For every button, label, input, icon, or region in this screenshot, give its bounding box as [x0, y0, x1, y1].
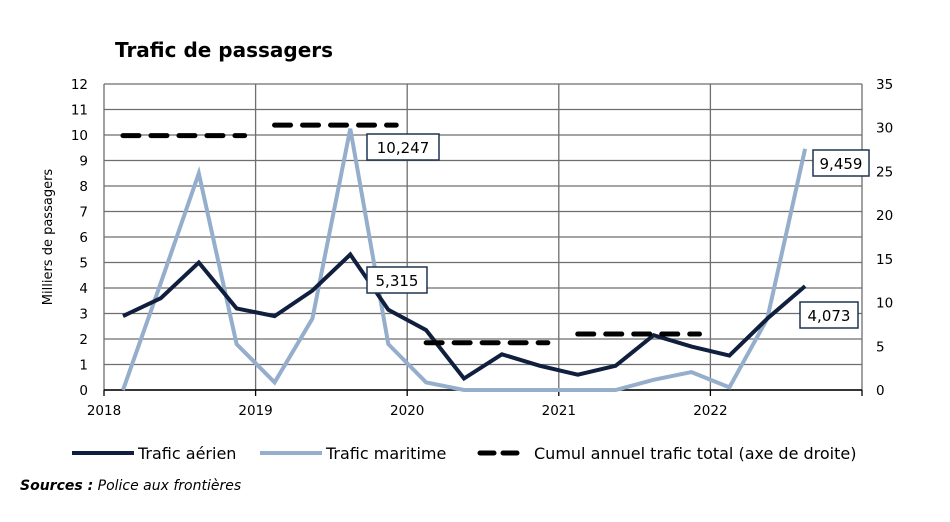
source-prefix: Sources :: [20, 478, 94, 494]
data-labels: 10,247 5,315 9,459 4,073: [366, 133, 870, 329]
y-tick-label: 12: [71, 77, 88, 93]
x-tick-label: 2021: [542, 403, 576, 419]
gridlines: [103, 83, 863, 396]
y-tick-label: 8: [79, 179, 88, 195]
series-group: [120, 122, 808, 392]
legend-label-maritime: Trafic maritime: [325, 444, 446, 463]
y2-tick-label: 15: [876, 252, 893, 268]
source-text: Police aux frontières: [93, 478, 242, 494]
data-label-box: [799, 301, 859, 329]
series-line-aerien: [122, 251, 807, 382]
y-tick-label: 7: [79, 205, 88, 221]
data-label-box: [812, 149, 870, 177]
data-label-text: 9,459: [820, 155, 863, 173]
source-note: Sources : Police aux frontières: [20, 478, 241, 494]
data-label-text: 10,247: [377, 139, 430, 157]
y-tick-label: 11: [71, 103, 88, 119]
data-label-text: 4,073: [808, 307, 851, 325]
legend-label-cumul: Cumul annuel trafic total (axe de droite…: [534, 444, 856, 463]
y2-tick-label: 0: [876, 383, 885, 399]
y2-tick-label: 25: [876, 164, 893, 180]
data-label-box: [366, 133, 440, 161]
y-tick-label: 6: [79, 230, 88, 246]
chart-title: Trafic de passagers: [115, 38, 333, 62]
x-tick-label: 2019: [238, 403, 272, 419]
y-tick-label: 4: [79, 281, 88, 297]
y-tick-label: 2: [79, 332, 88, 348]
x-tick-label: 2022: [693, 403, 727, 419]
y2-tick-label: 20: [876, 208, 893, 224]
x-tick-label: 2020: [390, 403, 424, 419]
y2-tick-label: 35: [876, 77, 893, 93]
x-tick-label: 2018: [87, 403, 121, 419]
y-axis-title: Milliers de passagers: [41, 169, 56, 306]
y2-tick-label: 5: [876, 339, 885, 355]
y-tick-label: 3: [79, 307, 88, 323]
y2-tick-label: 10: [876, 296, 893, 312]
y-tick-label: 1: [79, 358, 88, 374]
legend-label-aerien: Trafic aérien: [137, 444, 236, 463]
legend: Trafic aérien Trafic maritime Cumul annu…: [72, 444, 856, 463]
y2-tick-label: 30: [876, 121, 893, 137]
data-label: 4,073: [799, 301, 859, 329]
data-label: 5,315: [366, 266, 428, 294]
y-tick-label: 0: [79, 383, 88, 399]
y-tick-label: 9: [79, 154, 88, 170]
series-line-maritime: [121, 128, 808, 392]
data-label: 9,459: [812, 149, 870, 177]
x-axis: 2018 2019 2020 2021 2022: [87, 403, 728, 419]
data-label: 10,247: [366, 133, 440, 161]
data-label-box: [366, 266, 428, 294]
y-tick-label: 5: [79, 256, 88, 272]
y-axis-right: 0 5 10 15 20 25 30 35: [876, 77, 893, 399]
data-label-text: 5,315: [376, 272, 419, 290]
y-tick-label: 10: [71, 128, 88, 144]
